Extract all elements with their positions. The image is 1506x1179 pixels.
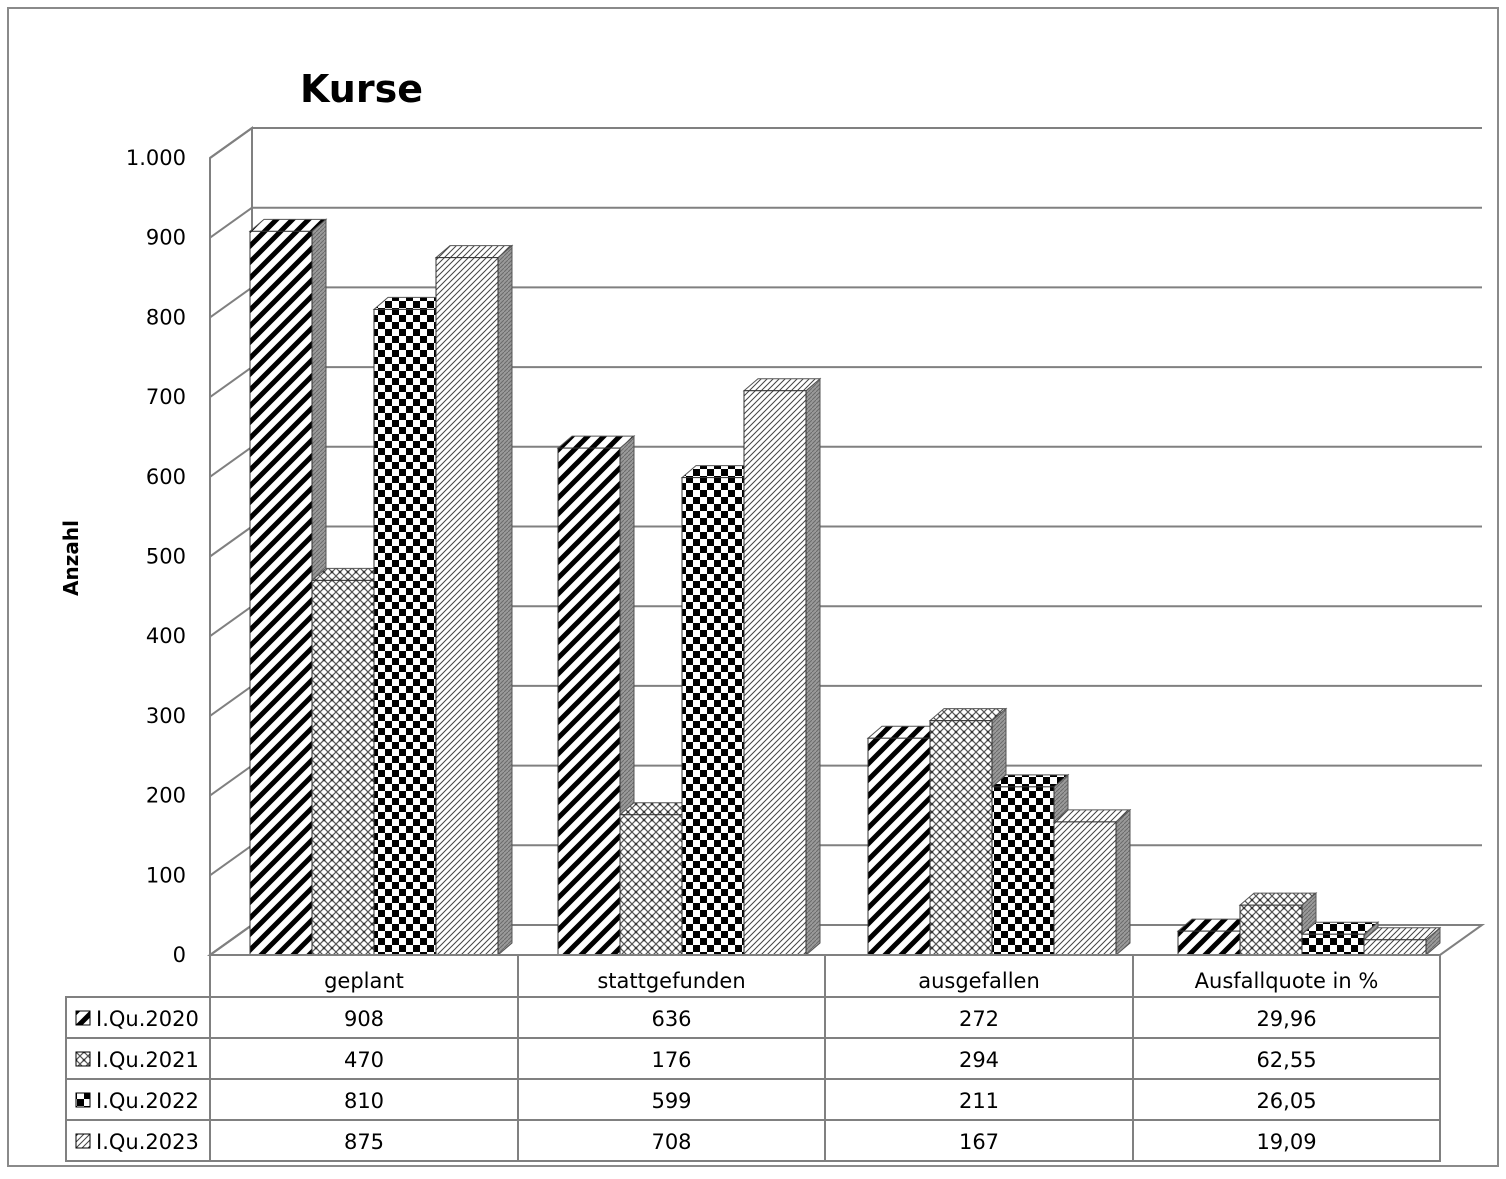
y-tick-label: 500 <box>146 545 186 569</box>
table-value-cell: 708 <box>651 1130 691 1154</box>
bar-side <box>805 377 821 957</box>
table-value-cell: 810 <box>344 1089 384 1113</box>
y-tick-label: 400 <box>146 624 186 648</box>
table-value-cell: 470 <box>344 1048 384 1072</box>
legend-swatch <box>75 1051 91 1067</box>
bar-top <box>1238 892 1318 906</box>
y-tick-label: 700 <box>146 385 186 409</box>
bar-front <box>867 737 931 956</box>
table-value-cell: 211 <box>959 1089 999 1113</box>
bar-top <box>1052 809 1132 823</box>
bar-front <box>557 447 621 956</box>
table-value-cell: 875 <box>344 1130 384 1154</box>
bar-front <box>1177 930 1241 956</box>
bar-front <box>1053 821 1117 956</box>
table-header-cell: stattgefunden <box>597 969 745 993</box>
bar-front <box>373 308 437 956</box>
legend-entry: I.Qu.2020 <box>96 1007 199 1031</box>
table-value-cell: 272 <box>959 1007 999 1031</box>
gridline-diagonal <box>209 286 253 319</box>
y-tick-label: 100 <box>146 863 186 887</box>
legend-entry: I.Qu.2022 <box>96 1089 199 1113</box>
table-value-cell: 908 <box>344 1007 384 1031</box>
legend-swatch <box>75 1092 91 1108</box>
bar-top <box>434 245 514 259</box>
table-value-cell: 599 <box>651 1089 691 1113</box>
y-axis-ticks: 0 100 200 300 400 500 600 700 800 900 1.000 <box>126 146 186 967</box>
y-tick-label: 900 <box>146 226 186 250</box>
bar-front <box>991 786 1055 956</box>
bar-front <box>743 390 807 956</box>
legend-swatch <box>75 1133 91 1149</box>
gridline-diagonal <box>209 844 253 877</box>
bar-top <box>556 435 636 449</box>
bar-top <box>742 378 822 392</box>
bar-top <box>248 218 328 232</box>
bar-front <box>249 230 313 956</box>
gridline-diagonal <box>209 764 253 797</box>
table-value-cell: 636 <box>651 1007 691 1031</box>
bar-side <box>497 244 513 957</box>
bar <box>1238 892 1318 957</box>
bars <box>248 218 1442 957</box>
bar-top <box>1362 927 1442 941</box>
y-tick-label: 0 <box>173 943 186 967</box>
table-value-cell: 294 <box>959 1048 999 1072</box>
bar-side <box>1115 808 1131 957</box>
data-table: geplant stattgefunden ausgefallen Ausfallqu… <box>65 954 1441 1162</box>
bar <box>1052 808 1132 957</box>
bar <box>1362 926 1442 957</box>
table-value-cell: 19,09 <box>1256 1130 1316 1154</box>
bar-front <box>435 257 499 956</box>
table-header-cell: Ausfallquote in % <box>1195 969 1379 993</box>
bar-front <box>1239 904 1303 956</box>
y-tick-label: 300 <box>146 704 186 728</box>
bar-front <box>619 814 683 956</box>
table-value-cell: 62,55 <box>1256 1048 1316 1072</box>
gridline-diagonal <box>209 924 253 956</box>
y-axis-label: Anzahl <box>59 520 83 596</box>
table-value-cell: 167 <box>959 1130 999 1154</box>
bar-front <box>681 477 745 956</box>
y-tick-label: 600 <box>146 465 186 489</box>
bar-front <box>1301 933 1365 956</box>
bar-top <box>928 708 1008 722</box>
gridline-diagonal <box>209 525 253 558</box>
bar-front <box>929 720 993 956</box>
bar-front <box>311 579 375 956</box>
gridline-diagonal <box>209 445 253 478</box>
bar <box>742 377 822 957</box>
y-tick-label: 1.000 <box>126 146 186 170</box>
bar-front <box>1363 939 1427 956</box>
bar <box>434 244 514 957</box>
table-header-cell: ausgefallen <box>918 969 1040 993</box>
legend-entry: I.Qu.2021 <box>96 1048 199 1072</box>
gridline-diagonal <box>209 206 253 239</box>
table-value-cell: 176 <box>651 1048 691 1072</box>
y-tick-label: 800 <box>146 305 186 329</box>
table-value-cell: 26,05 <box>1256 1089 1316 1113</box>
gridline-diagonal <box>209 127 253 159</box>
gridline-diagonal <box>209 366 253 398</box>
table-value-cell: 29,96 <box>1256 1007 1316 1031</box>
chart-title: Kurse <box>300 67 423 111</box>
gridline-diagonal <box>209 685 253 717</box>
bar-top <box>1300 921 1380 935</box>
legend-entry: I.Qu.2023 <box>96 1130 199 1154</box>
gridline-diagonal <box>209 605 253 638</box>
table-header-cell: geplant <box>324 969 404 993</box>
legend-swatch <box>75 1010 91 1026</box>
y-tick-label: 200 <box>146 784 186 808</box>
bar-top <box>990 774 1070 788</box>
